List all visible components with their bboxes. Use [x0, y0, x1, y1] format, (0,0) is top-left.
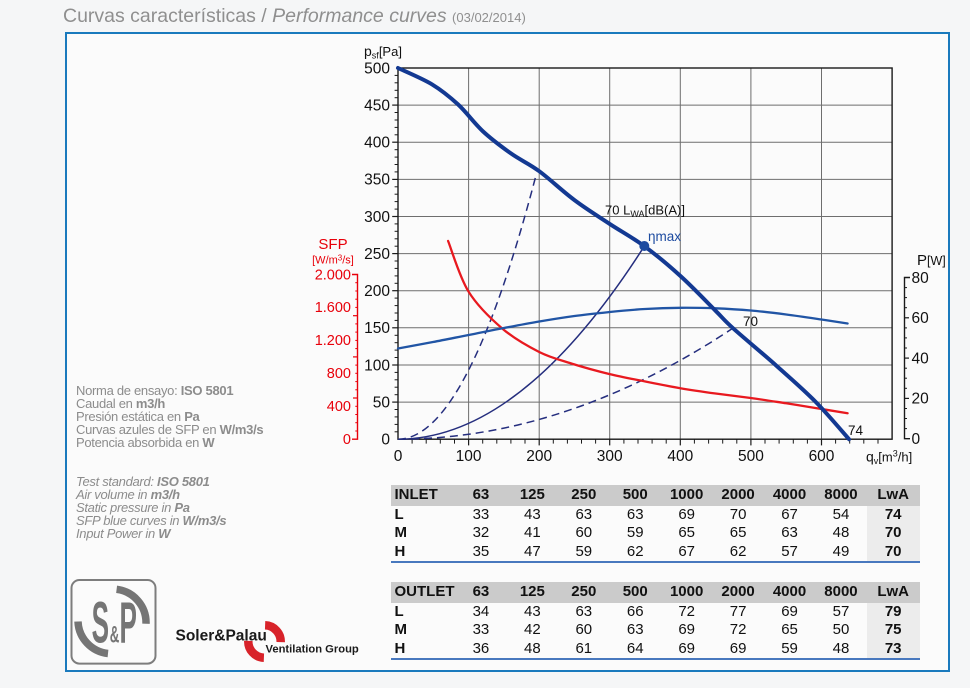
svg-text:500: 500	[364, 60, 390, 77]
svg-text:400: 400	[667, 448, 693, 465]
svg-text:600: 600	[809, 448, 835, 465]
svg-text:350: 350	[364, 172, 390, 189]
svg-text:[W/m3/s]: [W/m3/s]	[312, 254, 354, 267]
svg-text:200: 200	[526, 448, 552, 465]
svg-text:70: 70	[743, 314, 758, 329]
svg-text:0: 0	[394, 448, 403, 465]
svg-text:40: 40	[912, 350, 930, 367]
svg-text:2.000: 2.000	[315, 267, 351, 283]
svg-text:800: 800	[327, 366, 351, 382]
svg-text:80: 80	[912, 270, 930, 287]
svg-text:0: 0	[912, 431, 921, 448]
svg-text:500: 500	[738, 448, 764, 465]
svg-text:50: 50	[373, 394, 391, 411]
svg-text:300: 300	[364, 209, 390, 226]
svg-text:Soler&Palau: Soler&Palau	[176, 628, 267, 645]
svg-text:200: 200	[364, 283, 390, 300]
svg-text:qv[m3/h]: qv[m3/h]	[866, 449, 912, 467]
svg-text:SFP: SFP	[318, 236, 347, 253]
svg-text:70 LWA[dB(A)]: 70 LWA[dB(A)]	[605, 203, 685, 220]
svg-text:0: 0	[343, 432, 351, 448]
svg-text:P[W]: P[W]	[917, 252, 946, 269]
svg-text:400: 400	[327, 399, 351, 415]
svg-text:400: 400	[364, 135, 390, 152]
svg-text:20: 20	[912, 391, 930, 408]
svg-text:1.200: 1.200	[315, 333, 351, 349]
svg-text:150: 150	[364, 320, 390, 337]
svg-text:300: 300	[597, 448, 623, 465]
svg-text:P: P	[120, 589, 137, 655]
svg-text:74: 74	[848, 423, 864, 438]
svg-text:psf[Pa]: psf[Pa]	[364, 43, 402, 61]
svg-text:100: 100	[364, 357, 390, 374]
svg-text:&: &	[110, 622, 120, 649]
svg-text:S: S	[92, 589, 109, 655]
svg-text:100: 100	[456, 448, 482, 465]
svg-text:250: 250	[364, 246, 390, 263]
svg-text:0: 0	[381, 432, 390, 449]
svg-text:60: 60	[912, 310, 930, 327]
svg-text:450: 450	[364, 97, 390, 114]
svg-text:Ventilation Group: Ventilation Group	[266, 644, 359, 656]
svg-text:ηmax: ηmax	[648, 229, 681, 244]
svg-text:1.600: 1.600	[315, 300, 351, 316]
